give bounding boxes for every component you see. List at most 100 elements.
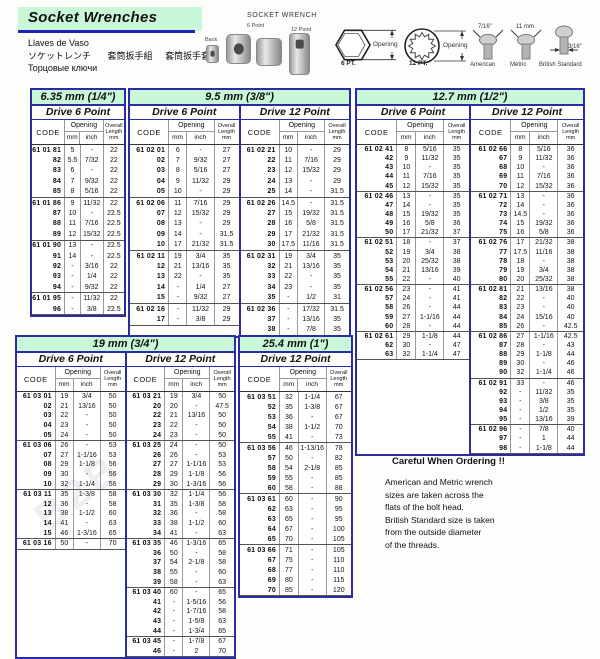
inch-cell: -: [299, 432, 327, 442]
mm-cell: 14: [511, 200, 531, 210]
mm-cell: -: [169, 282, 188, 293]
inch-cell: -: [299, 545, 327, 555]
opening-subheaders: mm inch: [65, 132, 103, 144]
table-row: 61 03 06 26-53: [17, 440, 125, 451]
row-groups: 61 02 01 6-27 02 7 9/32 27 03 8 5/16 27 04 9 11/32 29…: [130, 145, 239, 326]
length-cell: 63: [218, 529, 227, 537]
length-cell: 38: [452, 248, 461, 256]
code-cell: 95: [471, 415, 512, 425]
inch-cell: 13/16: [298, 261, 326, 272]
table-row: 55 41-73: [240, 432, 351, 442]
code-cell: 29: [241, 229, 280, 240]
inch-cell: 15/32: [416, 181, 445, 191]
code-cell: 61 01 90: [32, 240, 66, 251]
mm-cell: 38: [56, 509, 74, 519]
mm-cell: 20: [397, 256, 417, 266]
code-cell: 77: [471, 247, 512, 257]
mm-cell: 10: [397, 163, 417, 173]
table-row: 61 02 71 13-36: [471, 191, 583, 201]
inch-cell: -: [530, 359, 559, 369]
length-cell: 35: [566, 397, 575, 405]
row-group: 61 03 11 35 1-3/8 58 12 36-58 13 38 1-1/2 60 14 41-…: [17, 488, 125, 538]
length-cell: 60: [108, 510, 117, 518]
length-column-header: Overall Length mm: [328, 123, 346, 141]
table-title: 25.4 mm (1"): [240, 337, 351, 353]
inch-cell: -: [530, 256, 559, 266]
length-cell: 22.5: [107, 210, 121, 218]
length-cell: 22: [109, 295, 118, 303]
length-cell: 41: [452, 295, 461, 303]
code-column-header: CODE: [240, 367, 280, 391]
socket-back-label: Back: [205, 37, 218, 43]
code-cell: 96: [32, 303, 66, 315]
table-row: 61 03 11 35 1-3/8 58: [17, 489, 125, 500]
inch-cell: -: [530, 163, 559, 173]
row-group: 61 03 51 32 1-1/4 67 52 35 1-3/8 67 53 36-67 54 38 1…: [240, 392, 351, 442]
table-row: 59 27 1-1/16 44: [357, 312, 469, 322]
length-cell: 50: [218, 393, 227, 401]
length-cell: 36: [566, 155, 575, 163]
code-cell: 34: [241, 282, 280, 293]
subtitle-chinese-trad: 套筒扳手組: [107, 50, 153, 61]
code-cell: 68: [471, 163, 512, 173]
mm-cell: 27: [56, 450, 74, 461]
length-cell: 43: [566, 342, 575, 350]
length-cell: 65: [218, 627, 227, 635]
table-sections: Drive 6 Point CODE Opening mm inch Overall Len…: [130, 106, 350, 337]
length-cell: 50: [218, 422, 227, 430]
length-cell: 35: [452, 173, 461, 181]
table-row: 26 26-53: [127, 450, 235, 461]
table-row: 61 02 41 8 5/16 35: [357, 145, 469, 155]
inch-column-header: inch: [80, 381, 93, 388]
inch-cell: 1-7/8: [183, 636, 211, 647]
inch-cell: 11/32: [81, 197, 104, 209]
length-cell: 31.5: [219, 241, 234, 249]
mm-cell: 22: [280, 271, 298, 283]
length-cell: 44: [566, 444, 575, 452]
ordering-note-line: British Standard size is taken: [385, 514, 495, 525]
table-row: 85 26-42.5: [471, 321, 583, 331]
inch-cell: -: [530, 209, 559, 220]
table-row: 13 38 1-1/2 60: [17, 509, 125, 519]
length-cell: 27: [222, 283, 231, 291]
inch-cell: 5/8: [530, 228, 559, 238]
table-row: 83 23-40: [471, 303, 583, 313]
table-row: 03 8 5/16 27: [130, 165, 239, 177]
mm-cell: 67: [280, 524, 299, 534]
inch-cell: 1-3/4: [183, 626, 211, 636]
code-cell: 49: [357, 219, 398, 229]
table-row: 03 22-50: [17, 411, 125, 421]
mm-cell: 19: [165, 392, 184, 402]
inch-column-header: inch: [190, 381, 203, 388]
inch-cell: 2: [183, 646, 211, 657]
inch-cell: 11/32: [187, 176, 215, 187]
mm-cell: 21: [169, 261, 188, 272]
table-row: 53 36-67: [240, 412, 351, 422]
length-cell: 29: [222, 305, 231, 313]
mm-cell: 9: [65, 197, 81, 209]
length-cell: 58: [218, 608, 227, 616]
table-row: 60 58-88: [240, 483, 351, 493]
inch-cell: -: [299, 494, 327, 504]
code-cell: 94: [471, 405, 512, 416]
length-cell: 65: [108, 529, 117, 537]
mm-cell: 38: [280, 422, 299, 432]
socket-6point-label: 6 Point: [247, 23, 265, 29]
code-column-header: CODE: [130, 120, 170, 144]
code-cell: 61 02 21: [241, 145, 280, 156]
code-cell: 64: [240, 524, 280, 534]
table-row: 64 67-100: [240, 524, 351, 534]
inch-cell: 1-1/4: [299, 392, 327, 402]
code-cell: 62: [240, 504, 280, 514]
mm-cell: 20: [511, 274, 531, 285]
table-row: 09 14-31.5: [130, 229, 239, 240]
code-cell: 84: [32, 176, 66, 187]
table-row: 33 38 1-1/2 60: [127, 518, 235, 529]
length-cell: 35: [222, 262, 231, 270]
table-row: 61 02 26 14.5-31.5: [241, 197, 350, 209]
length-cell: 29: [222, 177, 231, 185]
mm-cell: -: [280, 292, 298, 303]
mm-cell: 12: [280, 165, 298, 177]
length-cell: 63: [218, 617, 227, 625]
table-row: 28 16 5/8 31.5: [241, 218, 350, 230]
